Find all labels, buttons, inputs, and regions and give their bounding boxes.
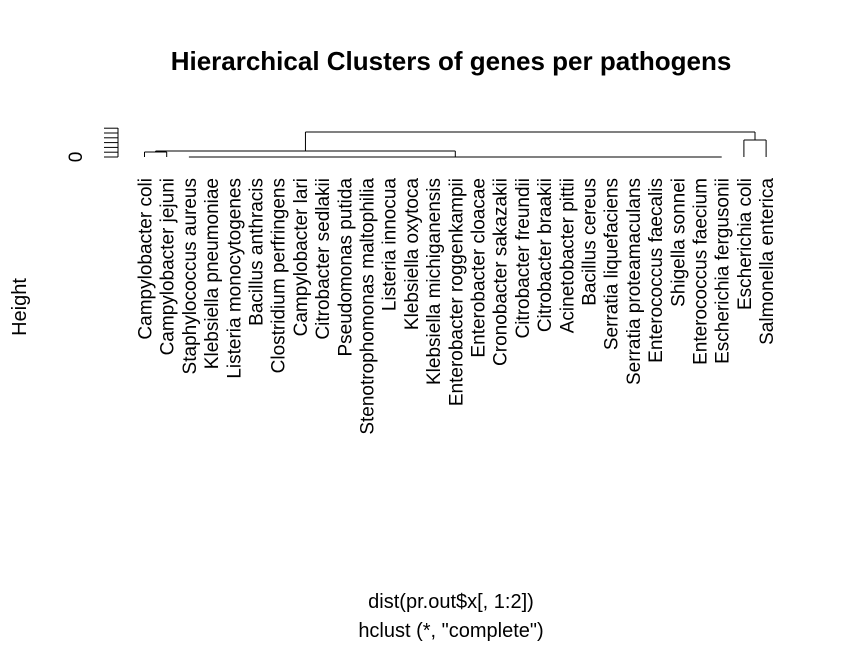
leaf-label: Citrobacter freundii — [513, 178, 534, 339]
y-axis-label: Height — [9, 278, 31, 336]
leaf-label: Staphylococcus aureus — [180, 178, 201, 374]
leaf-label: Klebsiella pneumoniae — [202, 178, 223, 369]
leaf-label: Klebsiella michiganensis — [424, 178, 445, 385]
leaf-label: Campylobacter jejuni — [158, 178, 179, 355]
leaf-label: Stenotrophomonas maltophilia — [358, 178, 379, 435]
leaf-label: Campylobacter lari — [291, 178, 312, 336]
leaf-label: Campylobacter coli — [136, 178, 157, 340]
leaf-label: Enterobacter roggenkampii — [446, 178, 467, 406]
leaf-label: Clostridium perfringens — [269, 178, 290, 373]
leaf-label: Enterococcus faecium — [691, 178, 712, 365]
leaf-label: Serratia liquefaciens — [602, 178, 623, 350]
leaf-label: Pseudomonas putida — [335, 178, 356, 357]
method-subtitle: hclust (*, "complete") — [358, 620, 543, 642]
leaf-label: Bacillus cereus — [580, 178, 601, 306]
leaf-label: Bacillus anthracis — [247, 178, 268, 326]
leaf-label: Enterobacter cloacae — [469, 178, 490, 358]
leaf-label: Citrobacter braakii — [535, 178, 556, 332]
leaf-label: Acinetobacter pittii — [557, 178, 578, 333]
leaf-label: Escherichia coli — [735, 178, 756, 310]
dendrogram-tree — [144, 131, 767, 158]
chart-title: Hierarchical Clusters of genes per patho… — [171, 46, 732, 76]
y-tick-label: 0 — [66, 152, 87, 163]
leaf-label: Listeria monocytogenes — [224, 178, 245, 379]
leaf-labels: Campylobacter coli Campylobacter jejuni St… — [136, 178, 779, 435]
leaf-label: Listeria innocua — [380, 178, 401, 312]
leaf-label: Cronobacter sakazakii — [491, 178, 512, 366]
x-axis-label: dist(pr.out$x[, 1:2]) — [368, 591, 534, 613]
leaf-label: Serratia proteamaculans — [624, 178, 645, 385]
leaf-label: Escherichia fergusonii — [713, 178, 734, 364]
leaf-label: Citrobacter sedlakii — [313, 178, 334, 340]
leaf-label: Klebsiella oxytoca — [402, 178, 423, 331]
leaf-label: Salmonella enterica — [757, 178, 778, 345]
leaf-label: Enterococcus faecalis — [646, 178, 667, 363]
y-axis: 0 — [66, 127, 119, 163]
leaf-label: Shigella sonnei — [668, 178, 689, 307]
